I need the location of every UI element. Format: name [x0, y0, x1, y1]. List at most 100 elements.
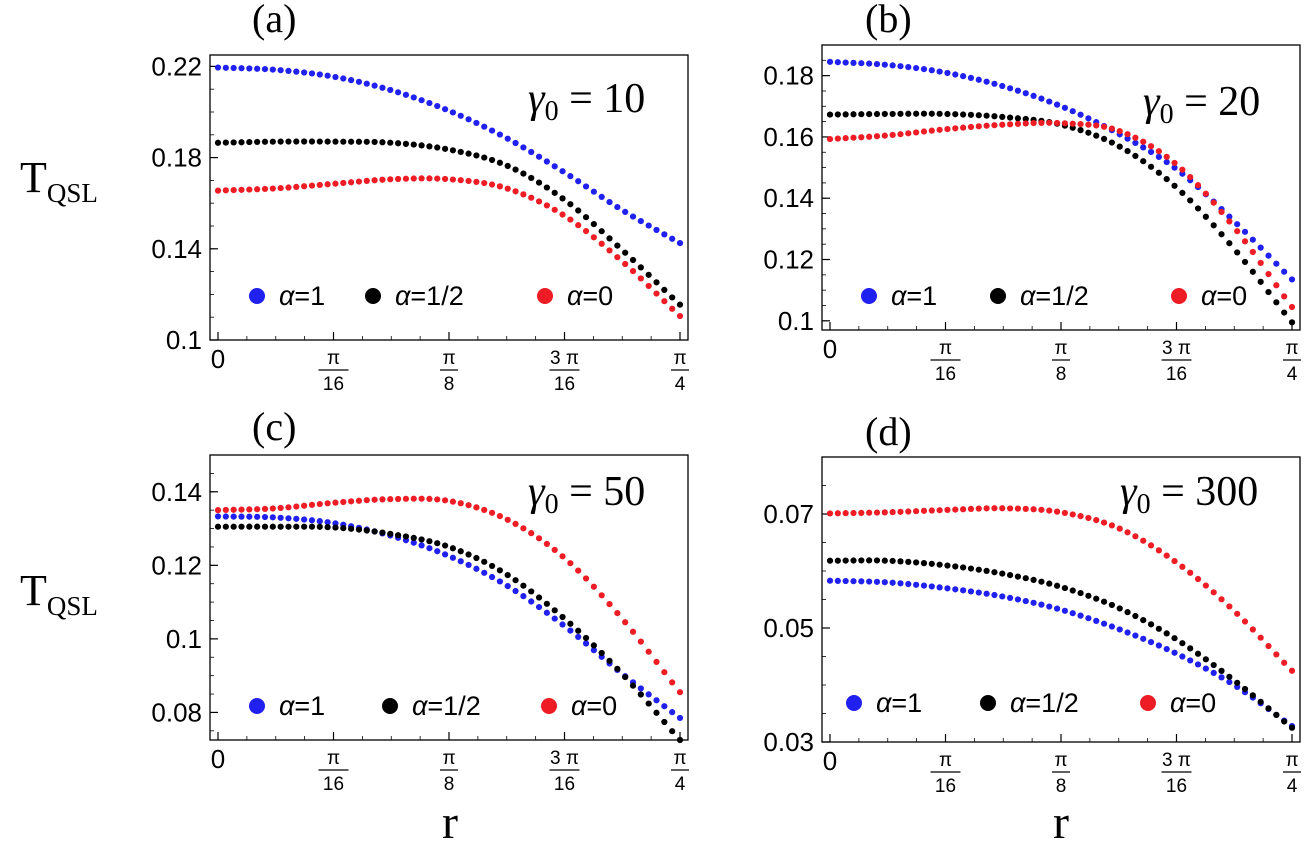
- data-point: [496, 578, 503, 585]
- data-point: [348, 138, 355, 145]
- data-point: [1069, 120, 1076, 127]
- data-point: [1234, 610, 1241, 617]
- data-point: [512, 139, 519, 147]
- data-point: [1234, 221, 1241, 228]
- data-point: [944, 125, 951, 133]
- data-point: [1014, 120, 1022, 127]
- data-point: [426, 538, 433, 545]
- data-point: [1147, 621, 1155, 628]
- data-point: [606, 657, 613, 664]
- data-point: [512, 577, 519, 584]
- data-point: [528, 530, 535, 537]
- data-point: [1038, 601, 1045, 608]
- data-point: [246, 65, 253, 72]
- x-tick-denominator: 8: [444, 374, 455, 395]
- data-point: [850, 509, 857, 517]
- data-point: [661, 286, 668, 293]
- data-point: [504, 571, 511, 579]
- data-point: [246, 186, 253, 193]
- data-point: [1124, 131, 1131, 138]
- data-point: [520, 191, 527, 198]
- data-point: [1038, 578, 1045, 585]
- data-point: [944, 585, 951, 592]
- data-point: [238, 523, 245, 530]
- data-point: [858, 60, 865, 67]
- data-point: [1187, 174, 1194, 181]
- data-point: [418, 97, 425, 104]
- data-point: [575, 222, 582, 229]
- data-point: [913, 508, 920, 515]
- data-point: [606, 198, 613, 206]
- legend-label: α=1: [279, 281, 325, 311]
- legend-marker: [541, 698, 557, 714]
- data-point: [496, 567, 503, 574]
- data-point: [1265, 642, 1272, 650]
- data-point: [1257, 244, 1264, 251]
- data-point: [637, 691, 644, 698]
- data-point: [528, 148, 535, 156]
- data-point: [1194, 575, 1202, 583]
- data-point: [669, 235, 676, 242]
- data-point: [676, 689, 684, 696]
- data-point: [402, 140, 410, 147]
- data-point: [293, 515, 300, 522]
- data-point: [842, 510, 849, 517]
- data-point: [1257, 278, 1264, 285]
- data-point: [866, 557, 873, 564]
- x-tick-denominator: 16: [935, 364, 956, 385]
- data-point: [622, 260, 629, 268]
- data-point: [834, 111, 841, 118]
- data-point: [324, 500, 331, 507]
- data-point: [457, 112, 464, 119]
- data-point: [371, 82, 378, 89]
- data-point: [983, 567, 990, 575]
- data-point: [1085, 592, 1092, 599]
- data-point: [379, 176, 386, 183]
- data-point: [340, 498, 347, 506]
- data-point: [261, 513, 269, 521]
- data-point: [606, 235, 613, 242]
- legend-marker: [861, 288, 877, 304]
- data-point: [920, 560, 928, 567]
- x-tick-label: 0: [823, 334, 837, 364]
- data-point: [866, 578, 873, 585]
- data-point: [269, 66, 276, 73]
- data-point: [1140, 158, 1147, 165]
- data-point: [387, 86, 394, 94]
- data-point: [1171, 649, 1178, 656]
- data-point: [1046, 603, 1053, 610]
- data-point: [960, 111, 967, 118]
- data-point: [496, 183, 503, 190]
- data-point: [952, 111, 959, 118]
- data-point: [1171, 164, 1178, 171]
- data-point: [1022, 115, 1029, 123]
- data-point: [1030, 506, 1037, 513]
- data-point: [543, 184, 550, 191]
- data-point: [944, 506, 951, 514]
- panel-4: (d) γ0 = 300 0.03 0.05 0.07 0 π 16 π 8 3 π 16 π 4 α=1 α…: [763, 409, 1301, 797]
- data-point: [975, 589, 982, 596]
- data-point: [590, 583, 597, 590]
- data-point: [983, 78, 990, 85]
- gamma-annotation: γ0 = 20: [1143, 79, 1260, 130]
- data-point: [1077, 589, 1084, 597]
- data-point: [1147, 638, 1155, 646]
- data-point: [348, 498, 355, 505]
- data-point: [559, 621, 566, 628]
- data-point: [920, 128, 928, 135]
- data-point: [535, 179, 543, 186]
- data-point: [238, 506, 245, 513]
- y-tick-label: 0.07: [763, 499, 814, 529]
- data-point: [348, 179, 355, 186]
- data-point: [449, 176, 457, 183]
- data-point: [1093, 132, 1100, 139]
- data-point: [316, 523, 323, 530]
- data-point: [1132, 612, 1139, 620]
- data-point: [410, 94, 417, 101]
- series-α=0: [826, 505, 1296, 674]
- data-point: [1140, 537, 1147, 544]
- data-point: [1202, 213, 1209, 220]
- data-point: [285, 523, 292, 530]
- data-point: [1187, 569, 1194, 576]
- data-point: [379, 529, 386, 536]
